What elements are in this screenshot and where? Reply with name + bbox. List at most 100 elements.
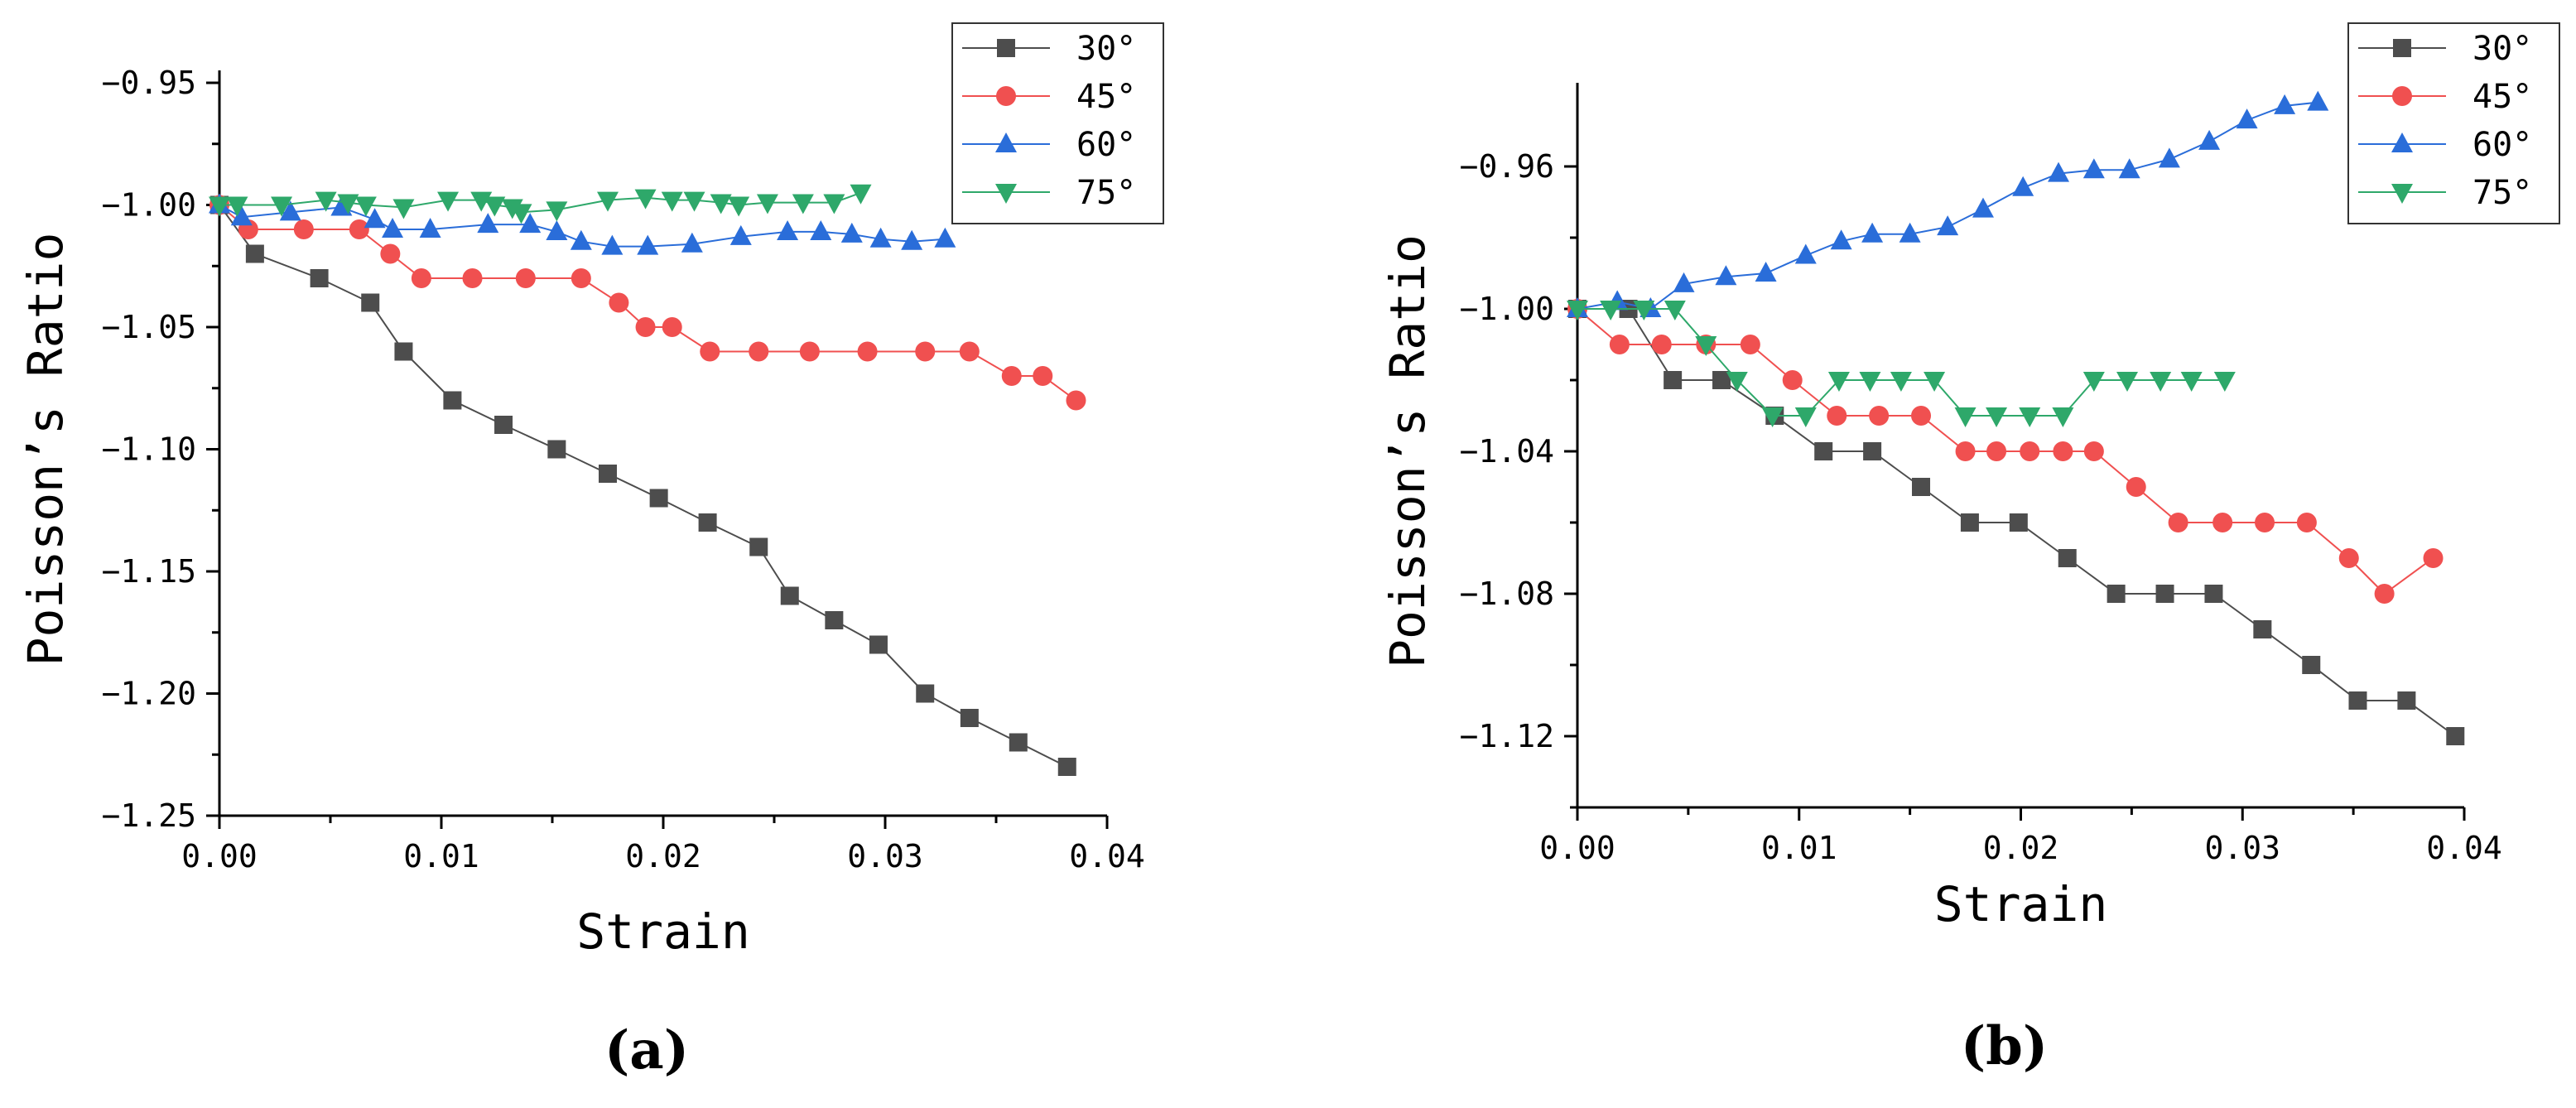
legend-label: 45° (1076, 78, 1136, 116)
data-point (354, 196, 377, 217)
data-point (1937, 215, 1959, 236)
data-point (2020, 441, 2040, 461)
data-point (209, 196, 230, 217)
data-point (780, 586, 799, 605)
data-point (749, 537, 768, 556)
series-1 (209, 195, 1086, 411)
legend-label: 60° (1076, 126, 1136, 164)
data-point (1954, 407, 1977, 427)
x-tick-label: 0.00 (1539, 830, 1615, 866)
data-point (437, 191, 460, 212)
data-point (279, 200, 301, 221)
data-point (2107, 585, 2126, 603)
legend-label: 75° (1076, 174, 1136, 212)
data-point (2204, 585, 2223, 603)
data-point (597, 191, 619, 212)
data-point (810, 219, 832, 240)
legend-label: 75° (2472, 174, 2532, 212)
data-point (2082, 158, 2105, 179)
series-2 (1567, 90, 2329, 317)
data-point (2374, 584, 2395, 604)
data-point (2012, 176, 2034, 196)
x-tick-label: 0.04 (1069, 838, 1145, 874)
panel-label: (a) (604, 1019, 689, 1082)
series-line (1577, 308, 2225, 417)
legend-item: 30° (2358, 30, 2532, 68)
legend-item: 45° (962, 78, 1136, 116)
data-point (1782, 370, 1803, 390)
y-tick-label: −1.20 (102, 676, 196, 712)
chart-panel-b: 0.00 0.01 0.02 0.03 0.04 −0.96 −1.00 −1.04 −1.08… (1379, 22, 2560, 1077)
data-point (1740, 335, 1760, 354)
data-point (1633, 301, 1655, 320)
data-point (2083, 441, 2104, 461)
legend-item: 75° (2358, 174, 2532, 212)
data-point (661, 191, 683, 212)
y-tick-label: −1.00 (102, 187, 196, 224)
data-point (2212, 513, 2233, 532)
data-point (392, 199, 415, 219)
legend: 30° 45° 60° 75° (2347, 22, 2560, 224)
data-point (2296, 513, 2317, 532)
data-point (2082, 372, 2105, 392)
data-point (934, 227, 956, 248)
legend-marker (2392, 86, 2412, 106)
data-point (2058, 549, 2077, 567)
y-tick-label: −1.05 (102, 309, 196, 345)
data-point (1651, 335, 1672, 354)
series-3 (209, 184, 872, 224)
data-point (519, 213, 542, 234)
data-point (1814, 442, 1833, 460)
data-point (1986, 407, 2008, 427)
series-0 (210, 195, 1076, 776)
data-point (901, 229, 923, 250)
data-point (315, 191, 337, 212)
data-point (2158, 147, 2180, 168)
data-point (915, 341, 936, 362)
data-point (1955, 441, 1976, 461)
data-point (1861, 222, 1884, 243)
data-point (2338, 548, 2359, 568)
y-axis-title: Poisson’s Ratio (17, 233, 74, 667)
data-point (857, 341, 878, 362)
legend-item: 75° (962, 174, 1136, 212)
data-point (825, 611, 844, 629)
legend-label: 30° (2472, 30, 2532, 68)
data-point (570, 229, 592, 250)
legend-label: 60° (2472, 126, 2532, 164)
data-point (547, 440, 566, 459)
data-point (2198, 129, 2221, 150)
data-point (2180, 372, 2203, 392)
data-point (2116, 372, 2139, 392)
data-point (2053, 441, 2073, 461)
series-1 (1567, 299, 2444, 604)
legend: 30° 45° 60° 75° (951, 22, 1164, 224)
data-point (601, 234, 624, 255)
data-point (799, 341, 820, 362)
data-point (637, 234, 659, 255)
data-point (2255, 513, 2275, 532)
data-point (1960, 513, 1979, 532)
data-point (2150, 372, 2172, 392)
y-tick-label: −1.00 (1460, 291, 1554, 327)
data-point (869, 635, 888, 654)
data-point (823, 194, 845, 214)
y-tick-label: −0.96 (1460, 148, 1554, 185)
legend-label: 45° (2472, 78, 2532, 116)
y-tick-label: −1.04 (1460, 433, 1554, 470)
data-point (756, 194, 778, 214)
data-point (710, 194, 732, 214)
legend-item: 30° (962, 30, 1136, 68)
data-point (2348, 691, 2367, 710)
data-point (443, 391, 462, 410)
data-point (230, 205, 253, 226)
y-tick-label: −1.25 (102, 797, 196, 834)
data-point (1033, 366, 1053, 386)
data-point (245, 244, 264, 263)
data-point (1986, 441, 2007, 461)
panel-label: (b) (1961, 1015, 2048, 1077)
x-tick-label: 0.02 (1983, 830, 2059, 866)
legend-marker (995, 132, 1017, 152)
legend-marker (2391, 132, 2413, 152)
legend-item: 60° (2358, 126, 2532, 164)
